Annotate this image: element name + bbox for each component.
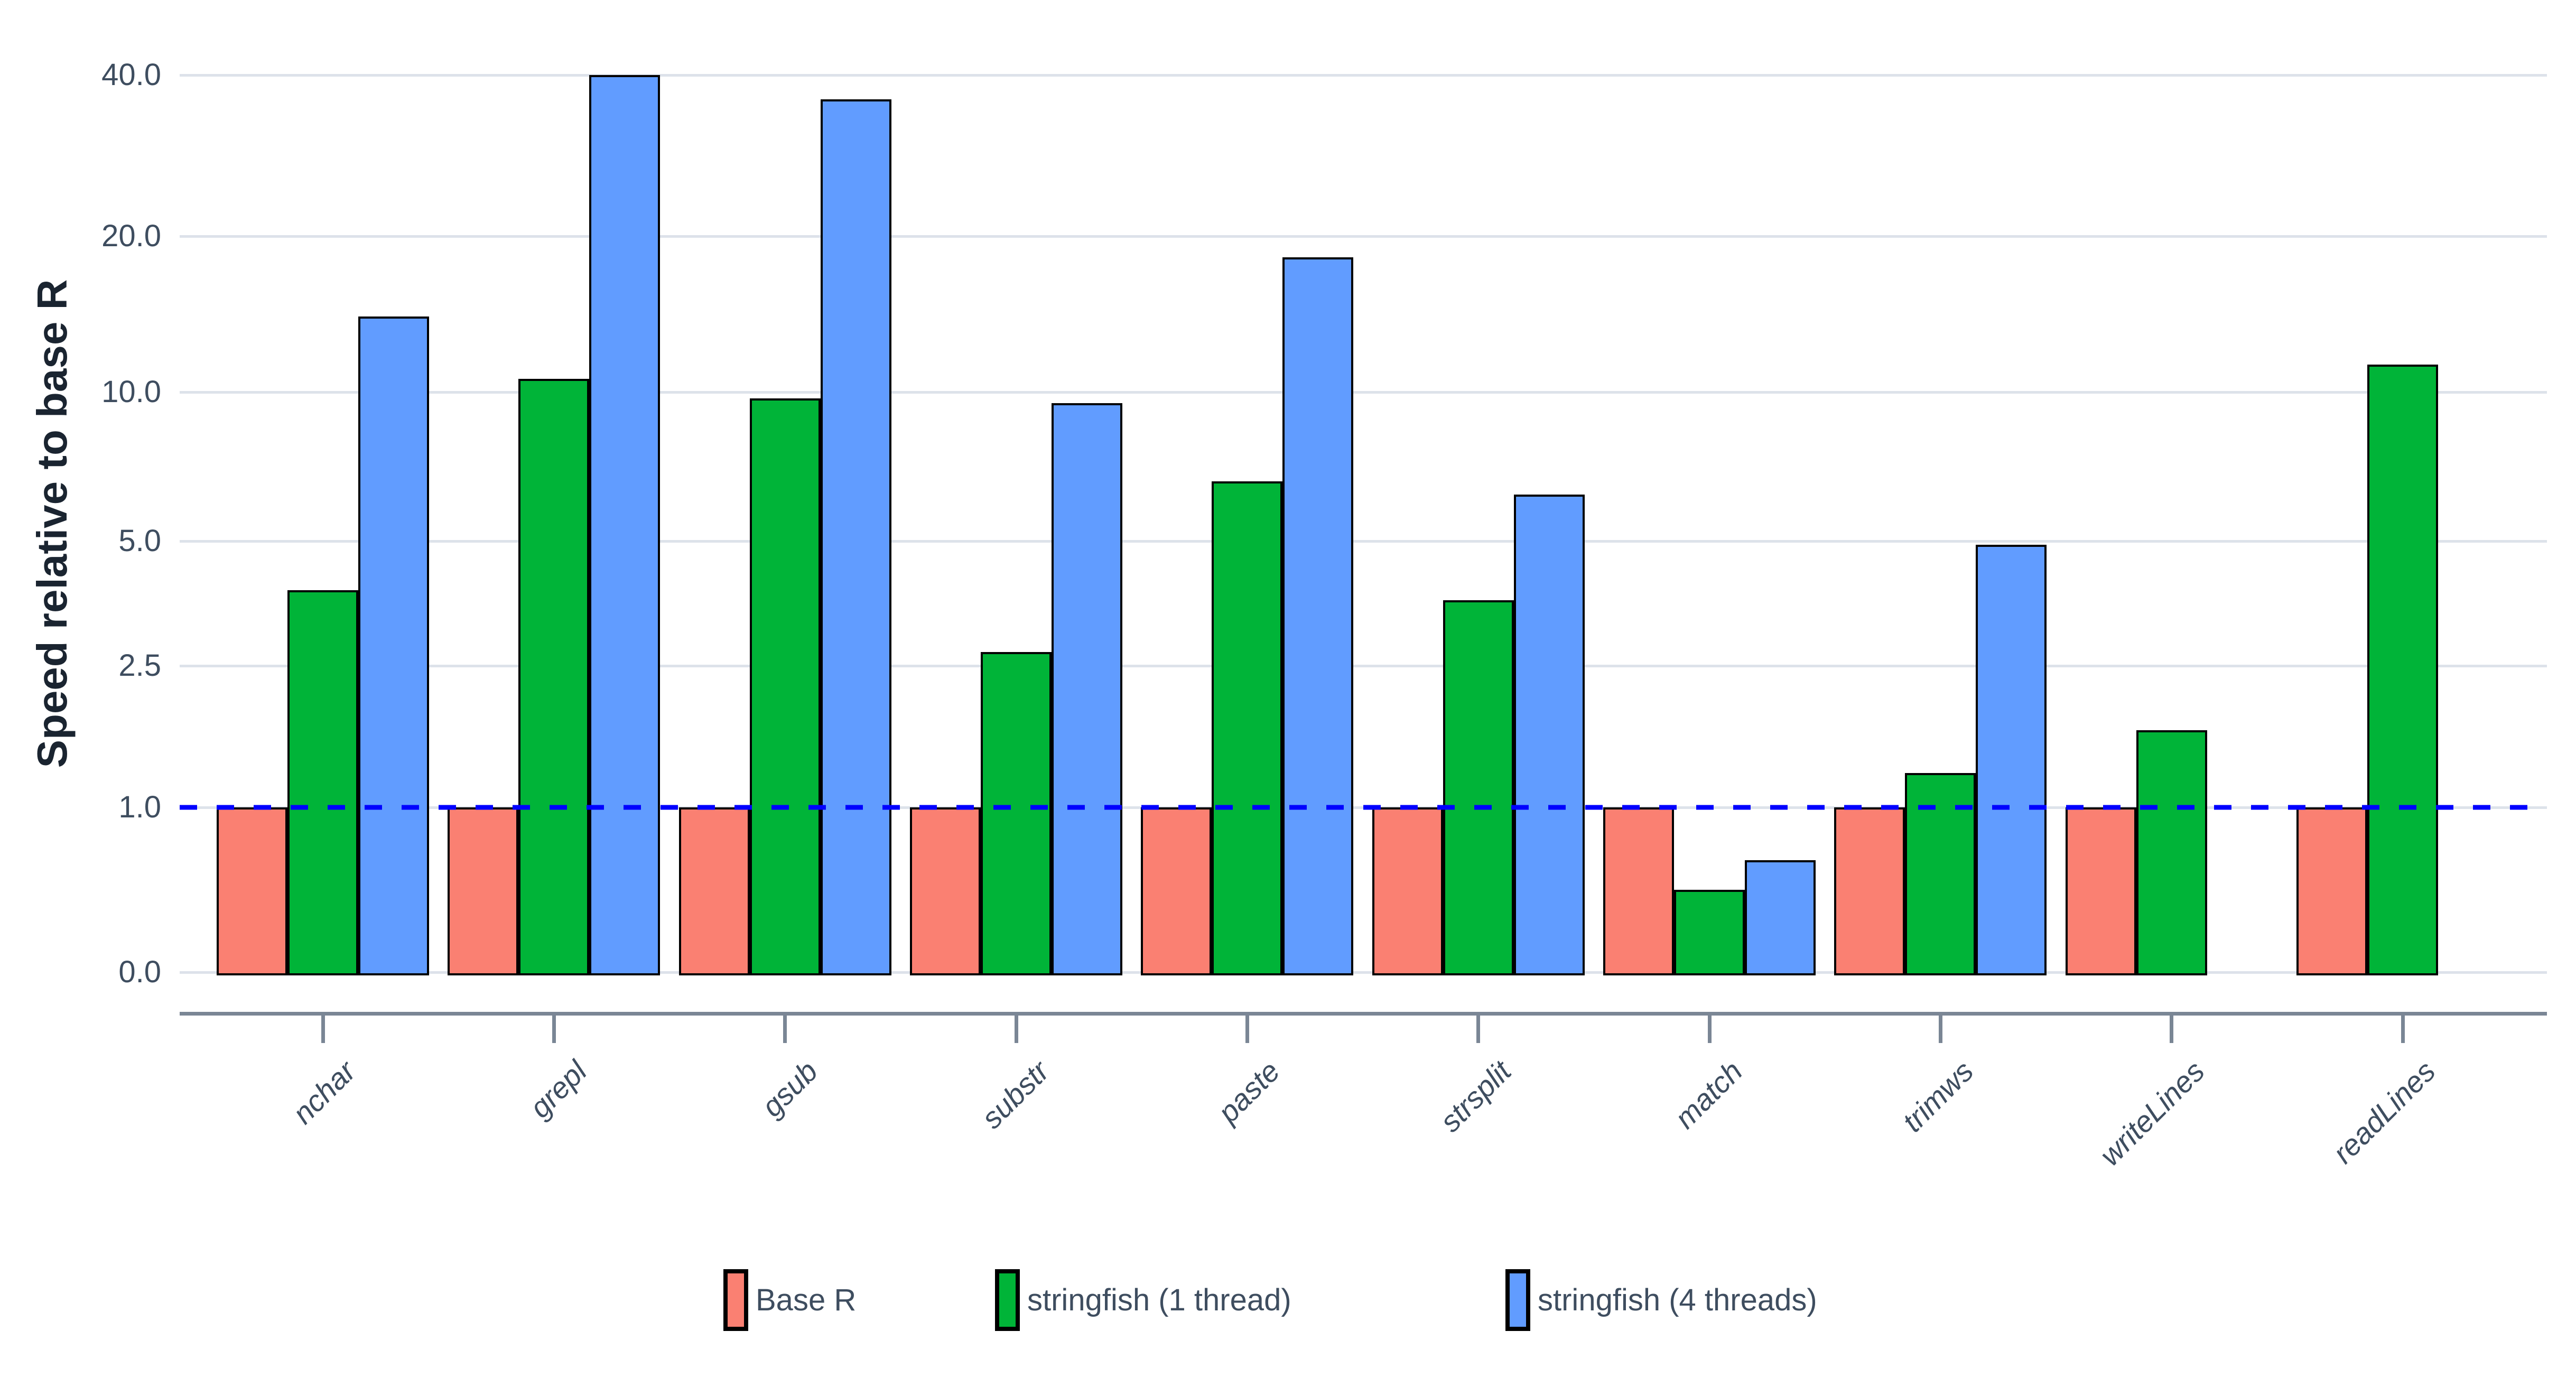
x-tick-match	[1707, 1016, 1712, 1043]
bar-strsplit-stringfish-1-thread-	[1443, 600, 1514, 975]
x-label-nchar: nchar	[286, 1054, 362, 1130]
legend-label-stringfish-4-threads-: stringfish (4 threads)	[1538, 1283, 1817, 1317]
bar-substr-base-r	[910, 807, 981, 975]
y-tick-label-10.0: 10.0	[101, 375, 161, 409]
bar-readLines-base-r	[2296, 807, 2368, 975]
bar-writeLines-base-r	[2065, 807, 2136, 975]
y-tick-label-0.0: 0.0	[118, 955, 161, 989]
bar-match-base-r	[1603, 807, 1675, 975]
bar-grepl-base-r	[448, 807, 519, 975]
y-tick-label-5.0: 5.0	[118, 524, 161, 558]
y-tick-label-2.5: 2.5	[118, 648, 161, 683]
bar-readLines-stringfish-1-thread-	[2367, 364, 2439, 975]
baseline-dashed-line	[180, 805, 2547, 810]
gridline-40.0	[180, 73, 2547, 77]
bar-nchar-stringfish-4-threads-	[358, 316, 429, 975]
y-tick-label-1.0: 1.0	[118, 790, 161, 824]
bar-trimws-stringfish-4-threads-	[1976, 544, 2047, 975]
x-label-paste: paste	[1211, 1054, 1287, 1129]
y-tick-label-40.0: 40.0	[101, 58, 161, 92]
bar-writeLines-stringfish-1-thread-	[2136, 730, 2207, 975]
x-tick-writeLines	[2170, 1016, 2174, 1043]
bar-paste-stringfish-1-thread-	[1212, 481, 1283, 975]
legend-label-stringfish-1-thread-: stringfish (1 thread)	[1027, 1283, 1291, 1317]
legend-key-stringfish-4-threads-	[1505, 1269, 1530, 1331]
x-label-substr: substr	[974, 1054, 1055, 1135]
x-label-trimws: trimws	[1895, 1054, 1980, 1139]
bar-gsub-stringfish-4-threads-	[820, 99, 891, 975]
bar-match-stringfish-1-thread-	[1674, 890, 1745, 975]
x-tick-readLines	[2401, 1016, 2405, 1043]
x-label-strsplit: strsplit	[1433, 1054, 1518, 1139]
x-label-writeLines: writeLines	[2093, 1054, 2211, 1172]
x-tick-grepl	[552, 1016, 556, 1043]
x-label-match: match	[1668, 1054, 1749, 1135]
bar-paste-base-r	[1141, 807, 1212, 975]
legend-key-stringfish-1-thread-	[995, 1269, 1020, 1331]
x-axis-line	[180, 1012, 2547, 1016]
bar-paste-stringfish-4-threads-	[1282, 257, 1354, 975]
bar-match-stringfish-4-threads-	[1745, 860, 1816, 975]
bar-nchar-stringfish-1-thread-	[287, 590, 358, 975]
x-tick-paste	[1245, 1016, 1249, 1043]
bar-gsub-stringfish-1-thread-	[749, 398, 821, 975]
gridline-20.0	[180, 235, 2547, 238]
gridline-10.0	[180, 390, 2547, 394]
gridline-5.0	[180, 539, 2547, 543]
gridline-2.5	[180, 664, 2547, 667]
bar-gsub-base-r	[678, 807, 750, 975]
bar-substr-stringfish-1-thread-	[981, 651, 1052, 975]
x-tick-nchar	[321, 1016, 325, 1043]
x-tick-strsplit	[1476, 1016, 1481, 1043]
y-tick-label-20.0: 20.0	[101, 219, 161, 253]
x-tick-trimws	[1938, 1016, 1942, 1043]
legend-label-base-r: Base R	[756, 1283, 857, 1317]
bar-grepl-stringfish-4-threads-	[589, 75, 661, 975]
bar-trimws-stringfish-1-thread-	[1905, 772, 1976, 975]
bar-substr-stringfish-4-threads-	[1052, 403, 1123, 975]
bar-nchar-base-r	[217, 807, 287, 975]
legend-key-base-r	[723, 1269, 748, 1331]
x-tick-gsub	[783, 1016, 787, 1043]
x-tick-substr	[1014, 1016, 1018, 1043]
x-label-readLines: readLines	[2326, 1054, 2442, 1170]
bar-trimws-base-r	[1834, 807, 1905, 975]
bar-strsplit-stringfish-4-threads-	[1513, 495, 1585, 975]
gridline-0.0	[180, 971, 2547, 974]
x-label-gsub: gsub	[755, 1054, 824, 1123]
x-label-grepl: grepl	[523, 1054, 593, 1124]
bar-grepl-stringfish-1-thread-	[518, 379, 590, 975]
bar-strsplit-base-r	[1372, 807, 1443, 975]
